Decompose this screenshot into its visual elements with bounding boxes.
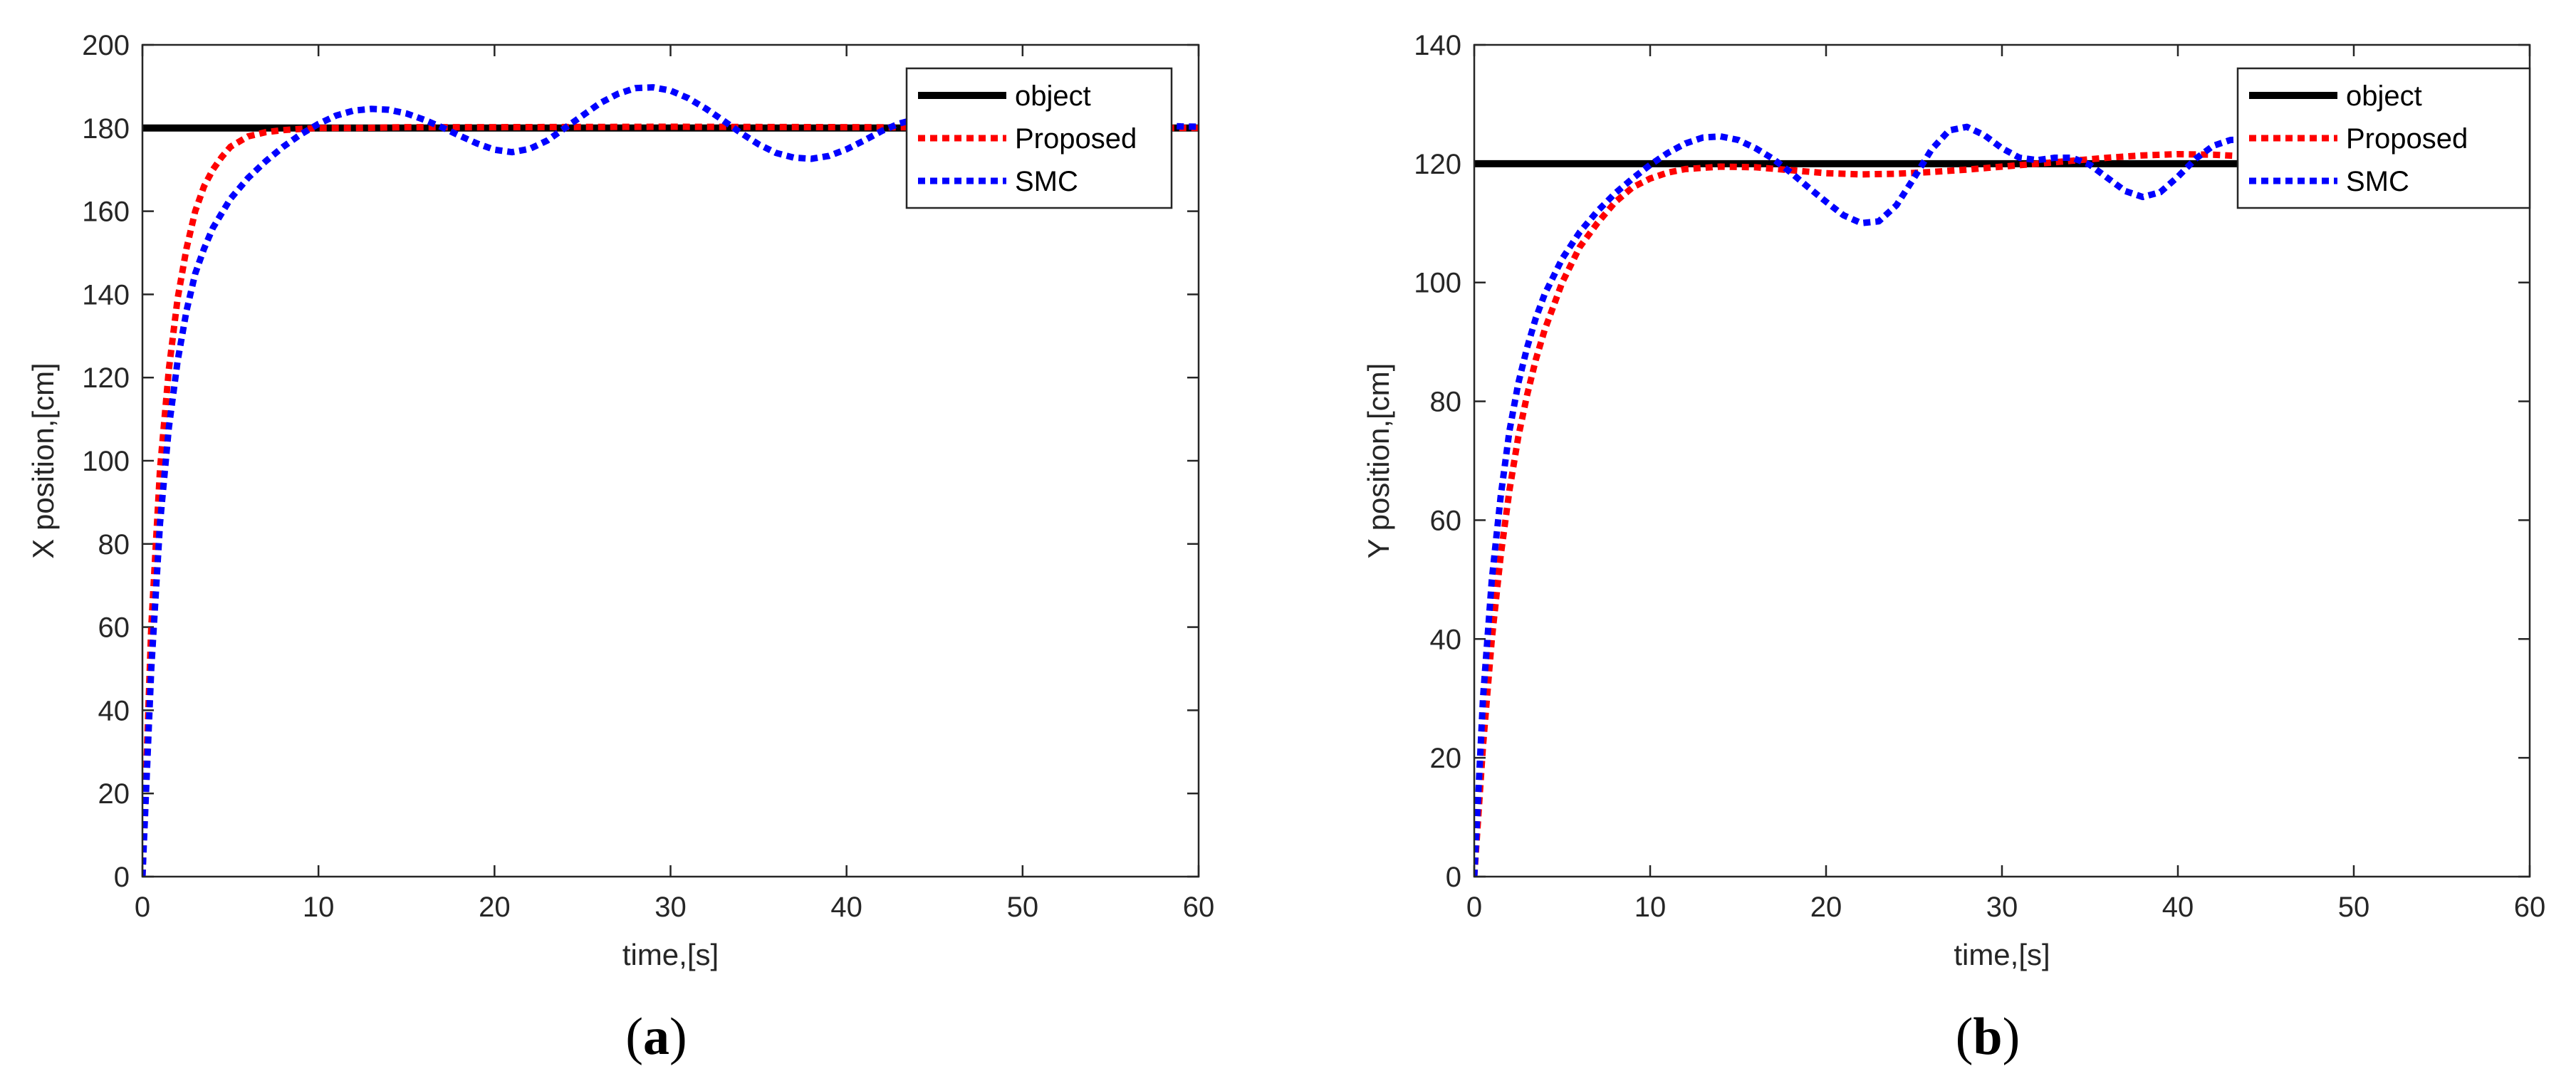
y-tick-label: 0 [1446,862,1461,893]
x-tick-label: 0 [1466,892,1482,923]
legend-label-object: object [1015,80,1091,112]
figure-caption: (b) [1956,1008,2020,1066]
caption-letter: b [1973,1008,2002,1066]
y-tick-label: 40 [98,695,130,726]
axes-box [1473,43,2531,878]
caption-open: ( [625,1008,643,1066]
caption-close: ) [669,1008,687,1066]
y-tick-label: 120 [82,362,130,394]
y-tick-label: 120 [1414,149,1461,180]
y-tick-label: 0 [114,862,130,893]
figure-caption: (a) [625,1008,687,1066]
series-line-proposed [142,123,1199,877]
x-tick-label: 30 [1986,892,2018,923]
y-tick-label: 140 [82,279,130,310]
y-tick-label: 100 [82,446,130,477]
x-tick-label: 60 [1183,892,1215,923]
x-tick-label: 20 [479,892,511,923]
y-tick-label: 60 [98,612,130,644]
chart-a: 0 10 20 30 40 50 60 0 20 40 60 80 100 120 140 160 180 200… [26,30,1214,1066]
y-tick-label: 180 [82,113,130,145]
x-tick-label: 20 [1810,892,1842,923]
y-tick-label: 40 [1430,624,1462,655]
y-tick-label: 80 [98,529,130,560]
legend-label-smc: SMC [1015,166,1078,197]
x-tick-label: 60 [2514,892,2546,923]
axes-box [141,43,1200,878]
y-tick-label: 80 [1430,387,1462,418]
x-tick-label: 10 [303,892,335,923]
legend-box [905,67,1173,209]
y-tick-label: 20 [98,778,130,810]
x-tick-label: 40 [830,892,862,923]
legend-label-smc: SMC [2346,166,2409,197]
y-axis-label: X position,[cm] [26,362,60,558]
x-tick-label: 30 [655,892,687,923]
x-axis-label: time,[s] [622,938,719,971]
legend-label-object: object [2346,80,2422,112]
legend-label-proposed: Proposed [2346,123,2468,155]
caption-close: ) [2003,1008,2020,1066]
x-tick-label: 10 [1634,892,1667,923]
x-tick-label: 50 [2338,892,2370,923]
x-axis-label: time,[s] [1954,938,2050,971]
x-tick-label: 0 [135,892,150,923]
y-tick-label: 100 [1414,268,1461,299]
y-tick-label: 60 [1430,505,1462,536]
legend-label-proposed: Proposed [1015,123,1137,155]
y-axis-label: Y position,[cm] [1362,363,1395,559]
y-tick-label: 140 [1414,30,1461,61]
caption-open: ( [1956,1008,1973,1066]
caption-letter: a [643,1008,669,1066]
y-tick-label: 20 [1430,743,1462,774]
x-tick-label: 50 [1007,892,1039,923]
y-tick-label: 200 [82,30,130,61]
chart-b: 0 10 20 30 40 50 60 0 20 40 60 80 100 120 140 time,[s] Y… [1362,30,2545,1066]
x-tick-label: 40 [2162,892,2194,923]
y-tick-label: 160 [82,197,130,228]
